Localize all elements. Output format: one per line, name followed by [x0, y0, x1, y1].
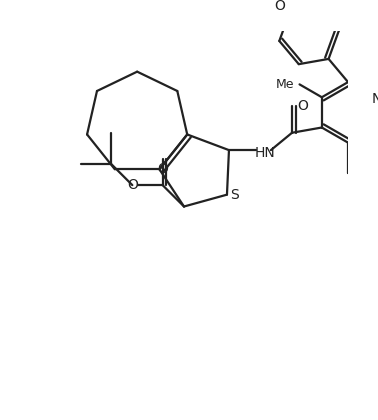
Text: N: N — [372, 92, 378, 106]
Text: Me: Me — [276, 78, 294, 91]
Text: S: S — [230, 188, 239, 202]
Text: HN: HN — [255, 146, 276, 160]
Text: O: O — [127, 178, 138, 192]
Text: O: O — [157, 162, 168, 176]
Text: O: O — [274, 0, 285, 13]
Text: O: O — [297, 99, 308, 113]
